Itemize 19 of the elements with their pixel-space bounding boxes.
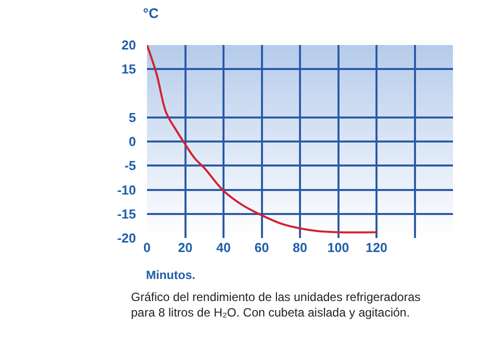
x-tick-label: 120 — [366, 240, 388, 255]
x-tick-label: 80 — [292, 240, 308, 255]
y-axis-title: °C — [143, 5, 159, 21]
text: Gráfico del rendimiento de las unidades refrigeradoras para 8 litros de H₂O. Con cubeta aislada y agitación. — [131, 290, 420, 320]
x-tick-label: 0 — [143, 240, 151, 255]
y-tick-label: -10 — [117, 182, 136, 198]
y-tick-label: 5 — [128, 110, 136, 125]
y-tick-label: 20 — [122, 38, 136, 53]
y-tick-label: -5 — [124, 158, 136, 174]
x-axis-title: Minutos. — [146, 268, 196, 282]
y-tick-label: -15 — [117, 206, 136, 222]
y-tick-label: 0 — [128, 134, 136, 150]
x-tick-label: 40 — [216, 240, 231, 255]
x-tick-label: 100 — [327, 240, 350, 255]
x-tick-label: 60 — [254, 240, 269, 255]
y-tick-label: -20 — [117, 230, 136, 246]
y-tick-label: 15 — [122, 62, 136, 77]
x-tick-label: 20 — [178, 240, 192, 255]
line-series — [147, 45, 378, 234]
